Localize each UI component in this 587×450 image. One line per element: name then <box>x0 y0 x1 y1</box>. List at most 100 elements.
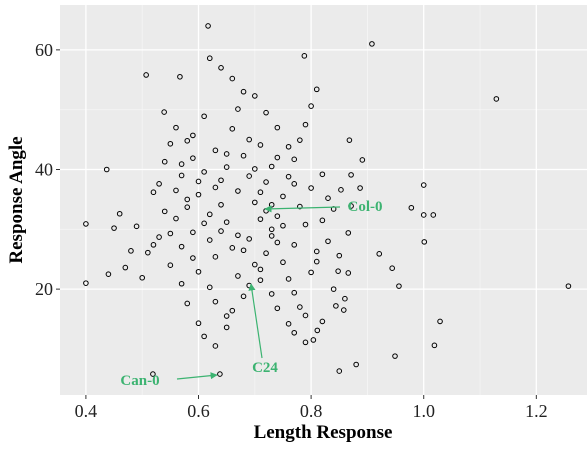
annotation-arrow <box>248 283 263 359</box>
point <box>280 259 286 266</box>
point <box>252 93 258 99</box>
point <box>167 230 174 237</box>
point <box>325 238 331 245</box>
point <box>369 41 375 47</box>
point <box>274 239 281 246</box>
point <box>246 236 252 242</box>
point <box>212 254 219 260</box>
point <box>297 203 303 210</box>
point <box>420 212 427 218</box>
point <box>268 163 275 170</box>
point <box>235 188 241 194</box>
x-tick-label: 0.8 <box>300 401 323 421</box>
point <box>437 318 443 325</box>
point <box>156 234 162 240</box>
point <box>330 286 337 292</box>
point <box>143 72 149 78</box>
point <box>145 249 151 256</box>
point <box>314 327 321 334</box>
point <box>376 251 383 257</box>
point <box>291 156 298 163</box>
point <box>195 191 202 198</box>
point <box>223 313 230 319</box>
annotation: C24 <box>252 360 278 376</box>
point <box>212 298 219 305</box>
point <box>408 204 415 211</box>
point <box>206 284 213 291</box>
point <box>212 147 219 154</box>
panel <box>60 5 587 395</box>
y-tick-label: 40 <box>35 159 53 179</box>
point <box>223 324 230 331</box>
point <box>257 277 264 283</box>
point <box>319 217 326 224</box>
point <box>139 274 146 281</box>
point <box>206 237 213 243</box>
point <box>333 303 339 309</box>
point <box>229 126 236 132</box>
point <box>274 305 281 312</box>
point <box>212 184 219 191</box>
point <box>235 273 241 279</box>
point <box>150 242 157 248</box>
point <box>235 106 241 112</box>
point <box>274 124 281 131</box>
point <box>195 268 202 275</box>
point <box>252 166 258 172</box>
point <box>184 196 191 203</box>
point <box>184 300 191 307</box>
point <box>229 75 236 82</box>
y-tick-label: 20 <box>35 279 53 299</box>
point <box>345 230 352 236</box>
point <box>167 140 174 147</box>
point <box>268 201 275 208</box>
point <box>218 65 224 71</box>
point <box>122 264 129 271</box>
point <box>161 158 168 165</box>
point <box>205 23 211 29</box>
point <box>420 182 427 188</box>
point <box>195 320 202 327</box>
point <box>308 185 314 191</box>
point <box>218 201 224 208</box>
point <box>285 321 292 327</box>
point <box>274 213 281 219</box>
point <box>257 142 264 148</box>
point <box>357 185 363 191</box>
point <box>291 289 298 296</box>
point <box>229 307 236 314</box>
point <box>128 248 134 254</box>
point <box>177 73 183 80</box>
point <box>336 252 343 259</box>
point <box>291 242 298 248</box>
point <box>206 211 213 218</box>
point <box>173 187 179 194</box>
point <box>313 258 320 265</box>
point <box>335 268 341 274</box>
point <box>302 121 309 128</box>
point <box>280 193 286 200</box>
point <box>240 247 247 254</box>
point <box>257 189 264 196</box>
point <box>336 368 343 374</box>
point <box>313 86 320 93</box>
point <box>257 266 264 273</box>
y-tick-label: 60 <box>35 40 53 60</box>
y-axis-title: Response Angle <box>6 136 27 263</box>
point <box>392 353 398 359</box>
annotation-arrow <box>176 372 218 380</box>
point <box>359 157 366 163</box>
point <box>263 109 269 116</box>
point <box>263 250 269 257</box>
point <box>301 53 308 59</box>
point <box>206 55 213 62</box>
x-tick-label: 1.2 <box>525 401 548 421</box>
point <box>190 132 196 139</box>
point <box>167 262 174 268</box>
point <box>346 137 353 143</box>
point <box>184 137 191 144</box>
point <box>161 208 168 215</box>
point <box>268 233 275 239</box>
point <box>246 136 252 143</box>
point <box>212 343 219 349</box>
